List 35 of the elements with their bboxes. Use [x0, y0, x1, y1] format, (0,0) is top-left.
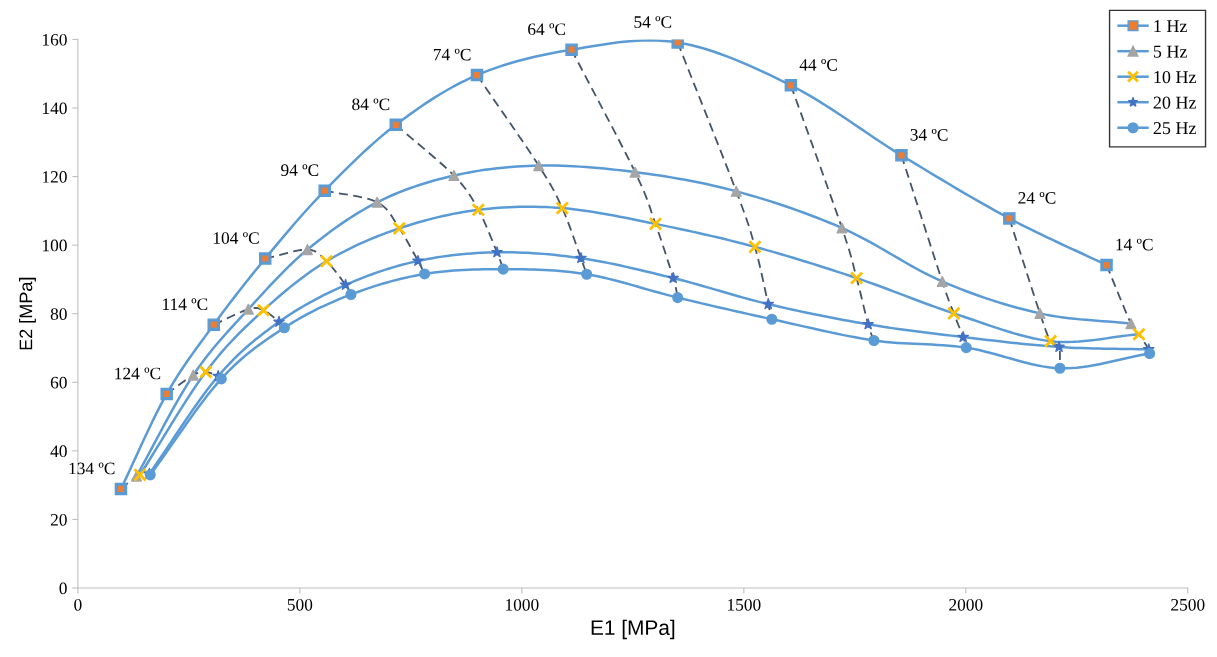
legend-label: 20 Hz [1153, 96, 1197, 109]
annotation: 84 ºC [352, 98, 390, 111]
y-axis-title: E2 [MPa] [19, 277, 36, 350]
y-tick-label: 20 [50, 513, 67, 526]
y-tick-label: 100 [42, 239, 67, 252]
annotation: 54 ºC [634, 16, 672, 28]
x-tick-label: 1500 [728, 598, 761, 611]
x-tick-label: 2500 [1171, 598, 1205, 611]
y-tick-label: 80 [50, 308, 67, 320]
annotation: 114 ºC [163, 298, 208, 311]
x-tick-label: 1000 [506, 598, 539, 611]
y-tick-label: 140 [42, 102, 67, 115]
x-tick-label: 0 [74, 598, 82, 611]
x-tick-label: 2000 [949, 598, 983, 611]
x-tick-label: 500 [287, 598, 313, 611]
y-tick-label: 40 [50, 445, 67, 458]
legend-label: 25 Hz [1153, 122, 1197, 135]
annotation: 14 ºC [1116, 238, 1153, 251]
x-axis-title: E1 [MPa] [591, 619, 675, 640]
annotation: 64 ºC [528, 23, 566, 36]
annotation: 134 ºC [69, 462, 115, 475]
annotation: 104 ºC [213, 232, 259, 244]
annotation: 44 ºC [799, 59, 837, 71]
legend-label: 5 Hz [1153, 45, 1187, 58]
y-tick-label: 120 [42, 171, 67, 183]
annotation: 24 ºC [1018, 192, 1056, 204]
annotation: 124 ºC [115, 367, 161, 380]
legend-label: 1 Hz [1154, 20, 1187, 33]
annotation: 74 ºC [433, 48, 471, 61]
y-tick-label: 60 [50, 376, 67, 389]
annotation: 34 ºC [910, 128, 948, 141]
y-tick-label: 160 [42, 33, 67, 46]
legend-label: 10 Hz [1154, 71, 1197, 84]
annotation: 94 ºC [281, 164, 319, 176]
y-tick-label: 0 [59, 582, 67, 595]
